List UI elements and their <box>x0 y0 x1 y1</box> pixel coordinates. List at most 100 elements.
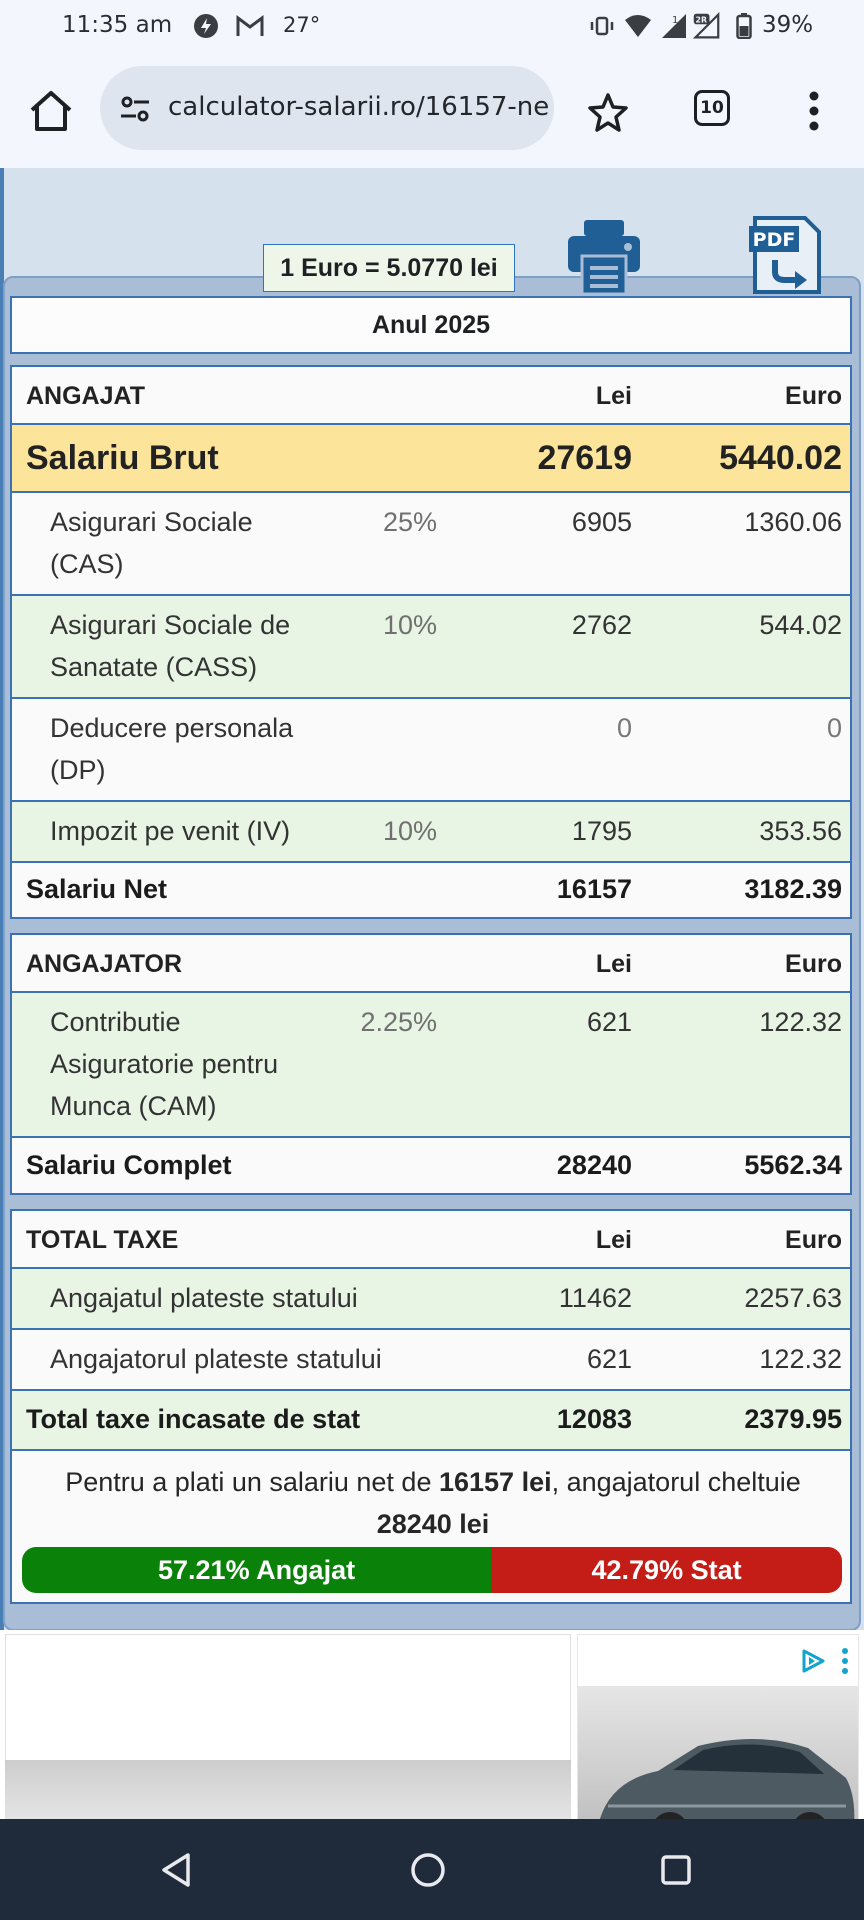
lei-column-header: Lei <box>595 950 632 978</box>
back-icon[interactable] <box>158 1851 196 1889</box>
ad-more-icon[interactable] <box>838 1646 852 1676</box>
summary-net-amount: 16157 lei <box>438 1467 552 1497</box>
battery-percent: 39% <box>762 12 814 38</box>
browser-toolbar: calculator-salarii.ro/16157-net 10 <box>0 52 864 168</box>
angajatul-plateste-euro: 2257.63 <box>744 1283 842 1313</box>
impozit-percent: 10% <box>382 816 437 846</box>
angajatul-plateste-lei: 11462 <box>558 1283 632 1313</box>
angajat-header-label: ANGAJAT <box>26 382 145 410</box>
printer-icon[interactable] <box>566 218 642 296</box>
angajatul-plateste-row: Angajatul plateste statului 11462 2257.6… <box>12 1269 850 1330</box>
recents-icon[interactable] <box>658 1852 694 1888</box>
pdf-download-icon[interactable]: PDF <box>745 214 825 294</box>
star-icon[interactable] <box>586 90 630 134</box>
cam-euro: 122.32 <box>759 1007 842 1037</box>
split-bar-employee: 57.21% Angajat <box>22 1547 492 1593</box>
euro-column-header: Euro <box>785 382 842 410</box>
angajatul-plateste-label: Angajatul plateste statului <box>50 1283 358 1313</box>
cass-lei: 2762 <box>571 610 632 640</box>
cas-euro: 1360.06 <box>744 507 842 537</box>
salariu-complet-row: Salariu Complet 28240 5562.34 <box>12 1138 850 1193</box>
impozit-row: Impozit pe venit (IV) 10% 1795 353.56 <box>12 802 850 863</box>
salariu-brut-label: Salariu Brut <box>26 439 219 477</box>
cass-percent: 10% <box>382 610 437 640</box>
adchoices-icon[interactable] <box>800 1648 826 1674</box>
svg-text:2R: 2R <box>696 16 708 25</box>
euro-column-header: Euro <box>785 950 842 978</box>
home-icon[interactable] <box>28 88 74 134</box>
url-text[interactable]: calculator-salarii.ro/16157-net <box>168 92 548 122</box>
salariu-complet-euro: 5562.34 <box>744 1150 842 1180</box>
impozit-euro: 353.56 <box>759 816 842 846</box>
salariu-complet-lei: 28240 <box>556 1150 632 1180</box>
cas-row: Asigurari Sociale (CAS) 25% 6905 1360.06 <box>12 493 850 596</box>
status-temperature: 27° <box>283 13 321 37</box>
split-bar: 57.21% Angajat 42.79% Stat <box>22 1547 842 1593</box>
angajat-table: ANGAJAT Lei Euro Salariu Brut 27619 5440… <box>10 365 852 919</box>
cam-row: Contributie Asiguratorie pentru Munca (CAM… <box>12 993 850 1138</box>
summary-total-amount: 28240 lei <box>376 1509 490 1539</box>
more-icon[interactable] <box>800 88 828 134</box>
svg-text:PDF: PDF <box>753 229 796 251</box>
page-content: 1 Euro = 5.0770 lei PDF Anul 2025 ANGAJA… <box>0 168 864 1819</box>
split-bar-state: 42.79% Stat <box>491 1547 842 1593</box>
status-bar: 11:35 am 27° 1 2R 39% <box>0 0 864 52</box>
deducere-row: Deducere personala (DP) 0 0 <box>12 699 850 802</box>
battery-icon <box>730 12 758 40</box>
status-time: 11:35 am <box>62 12 173 38</box>
angajator-table: ANGAJATOR Lei Euro Contributie Asigurator… <box>10 933 852 1195</box>
summary-text: Pentru a plati un salariu net de 16157 l… <box>65 1467 801 1539</box>
address-bar[interactable]: calculator-salarii.ro/16157-net <box>100 66 554 150</box>
summary-row: Pentru a plati un salariu net de 16157 l… <box>12 1451 850 1602</box>
cas-percent: 25% <box>382 507 437 537</box>
cass-euro: 544.02 <box>759 610 842 640</box>
angajatorul-plateste-lei: 621 <box>586 1344 632 1374</box>
gmail-icon <box>236 12 264 40</box>
threads-icon <box>192 12 220 40</box>
cass-row: Asigurari Sociale de Sanatate (CASS) 10% … <box>12 596 850 699</box>
svg-text:1: 1 <box>672 15 678 26</box>
home-circle-icon[interactable] <box>409 1851 447 1889</box>
deducere-label: Deducere personala (DP) <box>50 713 294 785</box>
page-edge-bar <box>0 168 4 1648</box>
ad-banner[interactable] <box>0 1630 864 1819</box>
cam-lei: 621 <box>586 1007 632 1037</box>
vibrate-icon <box>588 12 616 40</box>
salariu-brut-euro: 5440.02 <box>719 439 842 477</box>
impozit-label: Impozit pe venit (IV) <box>50 816 291 846</box>
angajatorul-plateste-row: Angajatorul plateste statului 621 122.32 <box>12 1330 850 1391</box>
total-taxe-label: Total taxe incasate de stat <box>26 1404 361 1434</box>
system-nav-bar <box>0 1819 864 1920</box>
tabs-icon[interactable]: 10 <box>694 90 730 126</box>
year-header: Anul 2025 <box>10 296 852 354</box>
cas-lei: 6905 <box>571 507 632 537</box>
total-taxe-euro: 2379.95 <box>744 1404 842 1434</box>
lei-column-header: Lei <box>595 382 632 410</box>
salariu-net-euro: 3182.39 <box>744 874 842 904</box>
angajatorul-plateste-label: Angajatorul plateste statului <box>50 1344 382 1374</box>
signal-icon: 1 <box>660 12 688 40</box>
cam-label: Contributie Asiguratorie pentru Munca (CAM… <box>50 1007 279 1121</box>
salariu-brut-lei: 27619 <box>537 439 632 477</box>
cass-label: Asigurari Sociale de Sanatate (CASS) <box>50 610 291 682</box>
salariu-net-row: Salariu Net 16157 3182.39 <box>12 863 850 917</box>
signal-2r-icon: 2R <box>692 12 720 40</box>
deducere-lei: 0 <box>616 713 632 743</box>
salariu-complet-label: Salariu Complet <box>26 1150 232 1180</box>
salariu-net-lei: 16157 <box>556 874 632 904</box>
site-settings-icon[interactable] <box>118 92 152 126</box>
impozit-lei: 1795 <box>571 816 632 846</box>
ad-car-image[interactable] <box>578 1686 858 1819</box>
angajatorul-plateste-euro: 122.32 <box>759 1344 842 1374</box>
cam-percent: 2.25% <box>360 1007 437 1037</box>
taxe-table: TOTAL TAXE Lei Euro Angajatul plateste s… <box>10 1209 852 1604</box>
salariu-net-label: Salariu Net <box>26 874 168 904</box>
cas-label: Asigurari Sociale (CAS) <box>50 507 253 579</box>
total-taxe-lei: 12083 <box>556 1404 632 1434</box>
angajator-header-label: ANGAJATOR <box>26 950 183 978</box>
exchange-rate-badge: 1 Euro = 5.0770 lei <box>263 244 515 292</box>
lei-column-header: Lei <box>595 1226 632 1254</box>
taxe-header-label: TOTAL TAXE <box>26 1226 179 1254</box>
taxe-header-row: TOTAL TAXE Lei Euro <box>12 1211 850 1269</box>
deducere-euro: 0 <box>826 713 842 743</box>
